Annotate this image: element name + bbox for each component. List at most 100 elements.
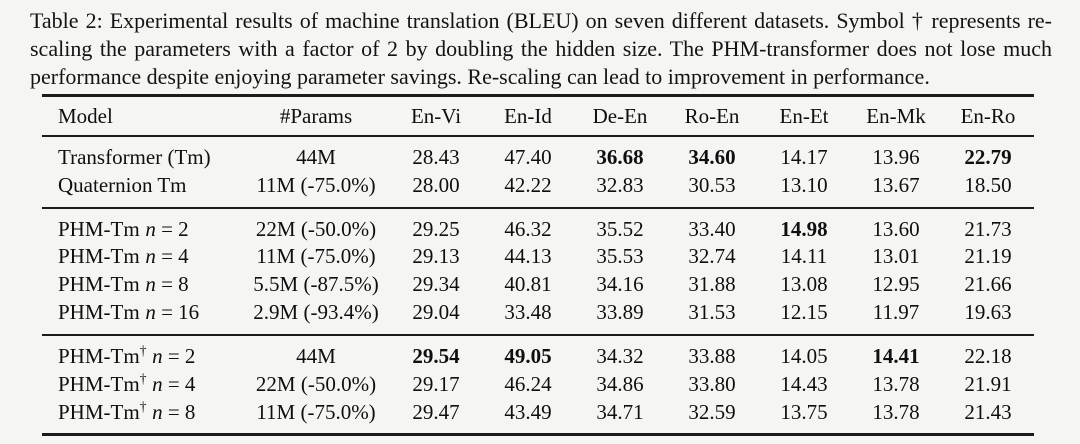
cell-model: Quaternion Tm [42,172,242,208]
cell-bleu: 35.53 [596,244,644,269]
cell-bleu: 21.73 [964,216,1012,241]
cell-bleu: 13.75 [780,399,828,424]
cell-bleu: 47.40 [504,145,552,169]
cell-bleu: 21.66 [964,272,1012,297]
cell-bleu: 42.22 [504,172,552,197]
col-header-en-vi: En-Vi [410,103,462,128]
cell-bleu: 13.01 [872,244,920,269]
cell-bleu: 13.67 [872,172,920,197]
cell-bleu: 19.63 [964,300,1012,325]
model-n-eq: = 2 [162,343,196,368]
cell-bleu: 22.79 [964,145,1012,169]
model-name: PHM-Tm [58,244,140,269]
col-header-de-en: De-En [592,103,648,128]
cell-bleu: 31.88 [688,272,736,297]
model-name: PHM-Tm [58,216,140,241]
cell-bleu: 29.34 [412,272,460,297]
cell-bleu: 21.91 [964,371,1012,396]
cell-bleu: 32.74 [688,244,736,269]
model-n-var: n [152,343,163,368]
dagger-symbol: † [139,342,147,358]
cell-bleu: 32.59 [688,399,736,424]
table-caption: Table 2: Experimental results of machine… [30,8,1052,89]
cell-bleu: 29.04 [412,300,460,325]
cell-bleu: 14.05 [780,343,828,368]
table-row-phm-n16: PHM-Tm n = 16 2.9M (-93.4%) 29.04 33.48 3… [42,299,1034,335]
cell-bleu: 12.95 [872,272,920,297]
model-name: Quaternion Tm [58,172,187,197]
cell-bleu: 30.53 [688,172,736,197]
cell-bleu: 13.60 [872,216,920,241]
cell-bleu: 12.15 [780,300,828,325]
cell-bleu: 43.49 [504,399,552,424]
results-table: Model #Params En-Vi En-Id De-En Ro-En En… [42,93,1034,437]
cell-bleu: 13.10 [780,172,828,197]
cell-bleu: 33.80 [688,371,736,396]
cell-bleu: 46.32 [504,216,552,241]
dagger-symbol: † [139,398,147,414]
section-phm-rescaled: PHM-Tm† n = 2 44M 29.54 49.05 34.32 33.88… [42,334,1034,435]
cell-params: 11M (-75.0%) [256,172,376,197]
cell-bleu: 13.78 [872,399,920,424]
cell-bleu: 21.19 [964,244,1012,269]
cell-bleu: 40.81 [504,272,552,297]
model-n-var: n [152,371,163,396]
model-n-var: n [152,399,163,424]
table-row-phm-dagger-n8: PHM-Tm† n = 8 11M (-75.0%) 29.47 43.49 34… [42,399,1034,435]
cell-model: PHM-Tm n = 4 [42,243,242,271]
cell-params: 5.5M (-87.5%) [253,272,379,297]
cell-bleu: 28.43 [412,145,460,169]
cell-bleu: 18.50 [964,172,1012,197]
table-header: Model #Params En-Vi En-Id De-En Ro-En En… [42,95,1034,136]
cell-params: 11M (-75.0%) [256,399,376,424]
model-n-eq: = 2 [155,216,189,241]
model-name: PHM-Tm [58,343,140,368]
section-phm: PHM-Tm n = 2 22M (-50.0%) 29.25 46.32 35.… [42,207,1034,335]
section-baselines: Transformer (Tm) 44M 28.43 47.40 36.68 3… [42,136,1034,208]
cell-bleu: 14.17 [780,145,828,169]
model-n-eq: = 4 [155,244,189,269]
model-n-var: n [145,244,156,269]
col-header-en-mk: En-Mk [866,103,926,128]
cell-model: PHM-Tm† n = 2 [42,335,242,371]
cell-bleu: 36.68 [596,145,644,169]
cell-bleu: 14.43 [780,371,828,396]
cell-bleu: 33.88 [688,343,736,368]
model-name: Transformer (Tm) [58,145,211,169]
cell-bleu: 29.47 [412,399,460,424]
cell-bleu: 33.89 [596,300,644,325]
cell-bleu: 13.96 [872,145,920,169]
cell-bleu: 34.60 [688,145,736,169]
model-n-eq: = 16 [155,300,200,325]
model-n-eq: = 8 [155,272,189,297]
cell-bleu: 33.48 [504,300,552,325]
header-row: Model #Params En-Vi En-Id De-En Ro-En En… [42,95,1034,136]
col-header-en-et: En-Et [779,103,829,128]
col-header-params: #Params [279,103,353,128]
cell-bleu: 34.71 [596,399,644,424]
col-header-ro-en: Ro-En [684,103,740,128]
cell-params: 2.9M (-93.4%) [253,300,379,325]
cell-bleu: 46.24 [504,371,552,396]
cell-bleu: 35.52 [596,216,644,241]
cell-model: Transformer (Tm) [42,136,242,172]
cell-params: 11M (-75.0%) [256,244,376,269]
cell-bleu: 14.11 [780,244,828,269]
cell-bleu: 29.17 [412,371,460,396]
cell-bleu: 29.25 [412,216,460,241]
cell-bleu: 13.08 [780,272,828,297]
cell-model: PHM-Tm n = 16 [42,299,242,335]
cell-bleu: 34.16 [596,272,644,297]
cell-bleu: 14.98 [780,216,828,241]
model-name: PHM-Tm [58,371,140,396]
model-name: PHM-Tm [58,399,140,424]
cell-params: 44M [296,343,336,368]
cell-bleu: 21.43 [964,399,1012,424]
model-n-var: n [145,300,156,325]
cell-params: 22M (-50.0%) [255,371,377,396]
table-row-transformer: Transformer (Tm) 44M 28.43 47.40 36.68 3… [42,136,1034,172]
model-name: PHM-Tm [58,300,140,325]
cell-bleu: 34.86 [596,371,644,396]
cell-model: PHM-Tm n = 8 [42,271,242,299]
cell-model: PHM-Tm† n = 4 [42,371,242,399]
